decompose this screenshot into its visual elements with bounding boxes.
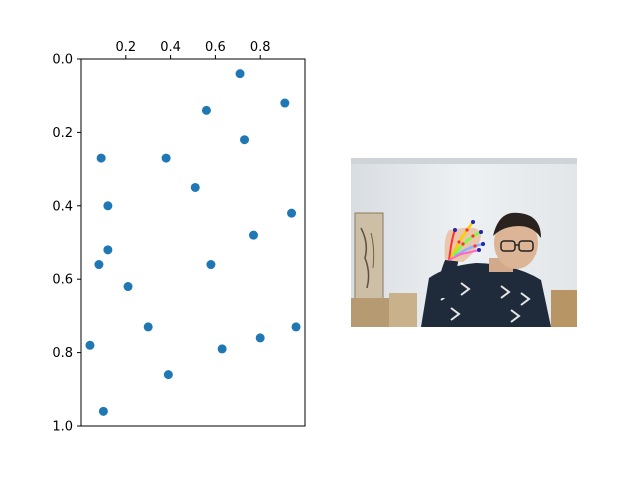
y-tick-label: 0.4	[52, 199, 73, 214]
photo-person-hair	[493, 212, 541, 238]
scatter-point	[235, 69, 245, 79]
scatter-points	[85, 69, 301, 416]
scatter-axes: 0.2 0.4 0.6 0.8 0.0 0.2 0.4 0.6 0.8 1.0	[52, 40, 306, 435]
y-tick-label: 1.0	[52, 420, 73, 435]
scatter-point	[287, 208, 297, 218]
scatter-point	[255, 333, 265, 343]
scatter-point	[280, 98, 290, 108]
plot-frame	[80, 58, 306, 427]
scatter-point	[143, 322, 153, 332]
y-axis-ticks: 0.0 0.2 0.4 0.6 0.8 1.0	[52, 53, 81, 435]
photo-person-glasses	[500, 240, 516, 252]
webcam-frame-image	[351, 158, 577, 327]
scatter-point	[163, 370, 173, 380]
scatter-point	[103, 245, 113, 255]
photo-ceiling	[351, 158, 577, 164]
y-tick-label: 0.6	[52, 273, 73, 288]
x-tick-label: 0.8	[250, 40, 271, 55]
x-tick-label: 0.4	[160, 40, 181, 55]
photo-scroll-painting	[354, 212, 384, 304]
scatter-point	[291, 322, 301, 332]
photo-furniture-right	[551, 290, 577, 327]
scatter-point	[240, 135, 250, 145]
scatter-point	[96, 153, 106, 163]
webcam-photo	[351, 158, 577, 327]
plot-area	[81, 59, 305, 426]
scatter-point	[85, 340, 95, 350]
scatter-point	[217, 344, 227, 354]
scatter-point	[190, 182, 200, 192]
scatter-point	[94, 260, 104, 270]
photo-hand-landmarks	[448, 220, 485, 261]
x-tick-label: 0.6	[205, 40, 226, 55]
scatter-point	[161, 153, 171, 163]
scatter-point	[98, 406, 108, 416]
y-tick-label: 0.0	[52, 53, 73, 68]
scatter-point	[103, 201, 113, 211]
photo-person-face	[494, 217, 538, 269]
y-tick-label: 0.8	[52, 346, 73, 361]
scatter-point	[123, 282, 133, 292]
scatter-point	[201, 105, 211, 115]
photo-person-arm	[436, 258, 459, 298]
x-axis-ticks: 0.2 0.4 0.6 0.8	[115, 40, 271, 59]
scatter-point	[248, 230, 258, 240]
x-tick-label: 0.2	[115, 40, 136, 55]
y-tick-label: 0.2	[52, 126, 73, 141]
photo-painting-brushwork	[360, 227, 370, 289]
scatter-point	[206, 260, 216, 270]
